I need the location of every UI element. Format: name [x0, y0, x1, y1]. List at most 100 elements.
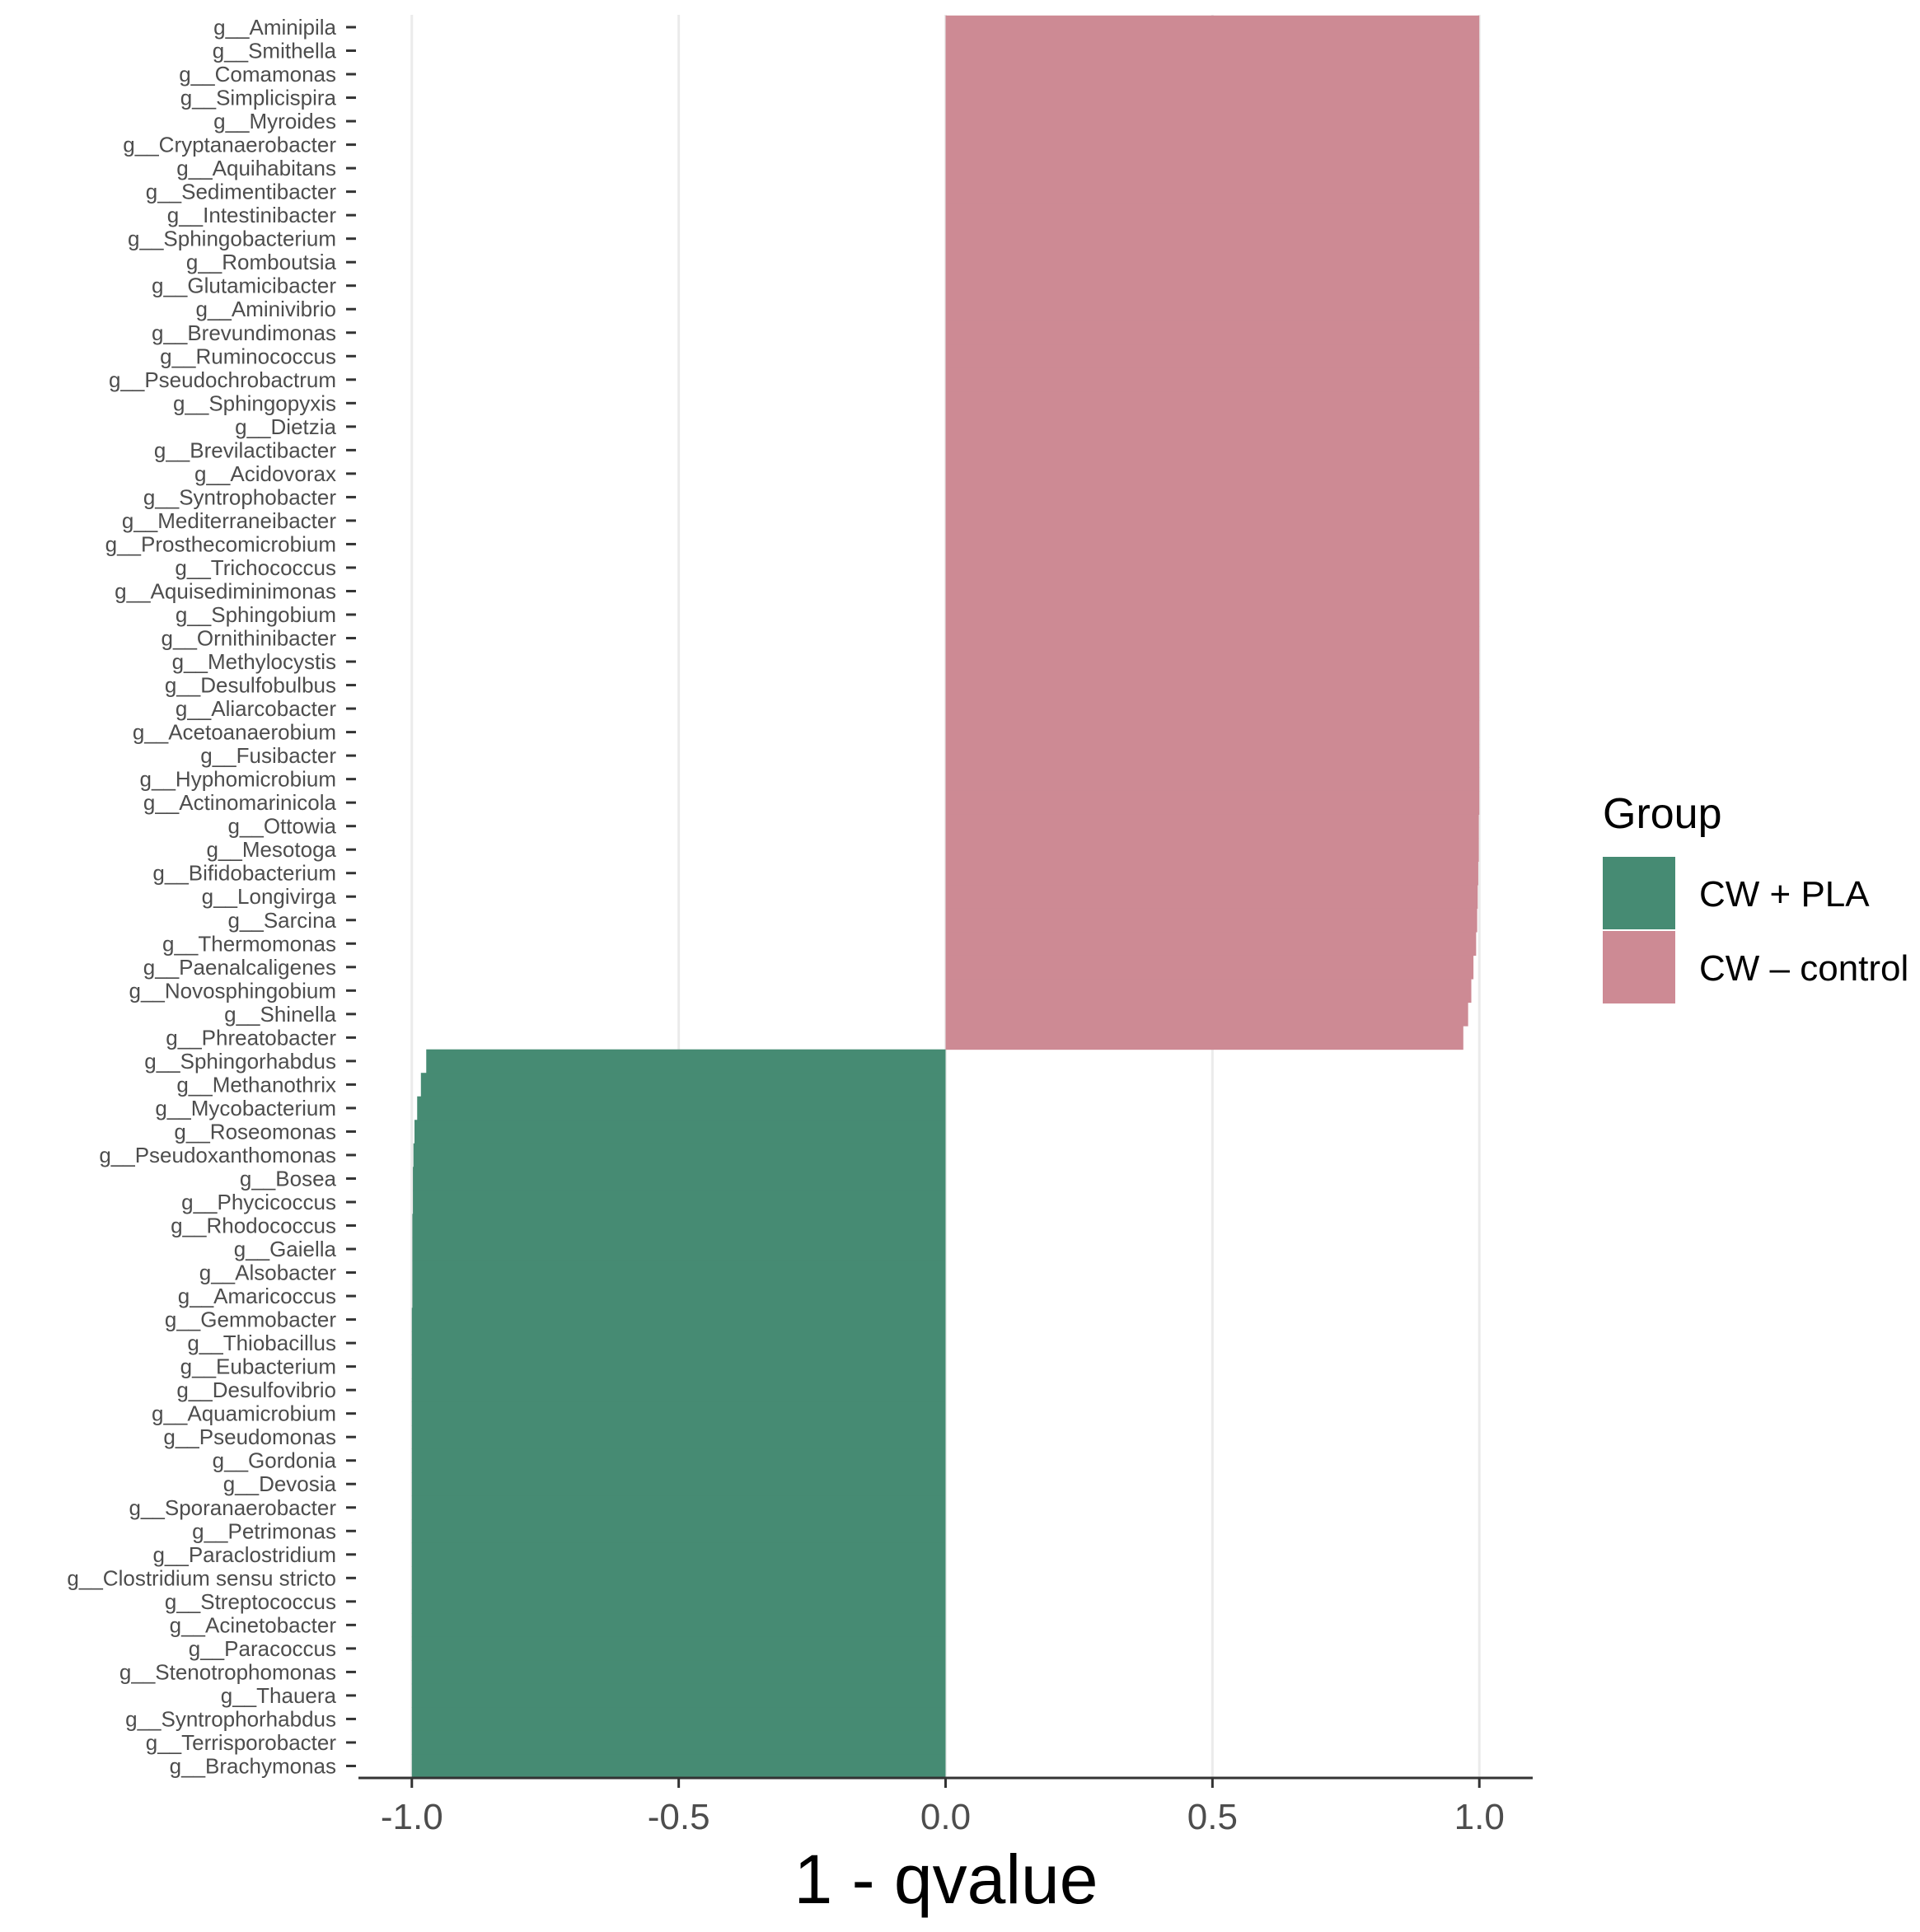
bar-g-thauera [411, 1683, 946, 1708]
bar-g-aminipila [945, 15, 1480, 40]
y-tick-label: g__Mediterraneibacter [122, 508, 336, 533]
y-tick-label: g__Amaricoccus [178, 1284, 336, 1308]
legend-swatch-cw-control [1603, 931, 1675, 1003]
y-tick-label: g__Aquihabitans [176, 156, 336, 180]
y-tick-label: g__Thiobacillus [187, 1331, 336, 1355]
bar-g-dietzia [945, 414, 1480, 439]
bar-g-acetoanaerobium [945, 720, 1480, 745]
y-tick-label: g__Aminipila [213, 15, 336, 40]
y-tick-label: g__Petrimonas [192, 1518, 336, 1543]
y-tick-label: g__Thauera [221, 1683, 337, 1708]
bar-g-bosea [413, 1167, 946, 1191]
y-tick-label: g__Comamonas [179, 62, 336, 87]
y-tick-label: g__Acinetobacter [170, 1612, 337, 1637]
bar-g-phycicoccus [413, 1190, 946, 1214]
bar-g-actinomarinicola [945, 790, 1480, 815]
bar-g-mycobacterium [417, 1096, 946, 1120]
legend: Group CW + PLA CW – control [1603, 790, 1908, 1003]
bar-g-rhodococcus [412, 1214, 946, 1238]
bar-g-novosphingobium [945, 979, 1472, 1003]
bar-g-aquihabitans [945, 156, 1480, 180]
y-tick-label: g__Aquamicrobium [152, 1401, 336, 1426]
y-tick-label: g__Bifidobacterium [152, 861, 336, 886]
bar-g-ornithinibacter [945, 626, 1480, 651]
y-tick-label: g__Pseudoxanthomonas [99, 1143, 336, 1167]
y-tick-label: g__Roseomonas [174, 1119, 336, 1144]
bar-g-streptococcus [411, 1589, 946, 1614]
x-tick-label: 0.0 [920, 1797, 971, 1837]
y-tick-label: g__Eubacterium [180, 1354, 336, 1379]
bar-g-eubacterium [411, 1354, 946, 1379]
bar-g-aliarcobacter [945, 696, 1480, 721]
bar-g-thiobacillus [411, 1331, 946, 1355]
y-tick-label: g__Actinomarinicola [143, 790, 337, 815]
y-tick-label: g__Aquisediminimonas [115, 578, 336, 603]
bar-g-sporanaerobacter [411, 1495, 946, 1520]
bar-g-gemmobacter [411, 1307, 946, 1332]
bar-g-ruminococcus [945, 344, 1480, 369]
bar-g-devosia [411, 1472, 946, 1497]
y-tick-label: g__Stenotrophomonas [119, 1659, 336, 1684]
bar-g-aquamicrobium [411, 1401, 946, 1426]
y-tick-label: g__Sphingopyxis [173, 391, 336, 415]
y-tick-label: g__Gordonia [213, 1448, 337, 1473]
bar-g-romboutsia [945, 250, 1480, 274]
x-axis-title: 1 - qvalue [794, 1841, 1098, 1918]
bar-g-pseudomonas [411, 1425, 946, 1449]
bar-g-paraclostridium [411, 1542, 946, 1567]
bar-g-cryptanaerobacter [945, 133, 1480, 157]
y-tick-label: g__Hyphomicrobium [140, 767, 336, 792]
y-tick-label: g__Paenalcaligenes [143, 955, 336, 980]
y-tick-label: g__Ornithinibacter [162, 626, 337, 651]
y-tick-label: g__Glutamicibacter [152, 274, 336, 298]
bar-layer [411, 15, 1480, 1779]
bar-g-terrisporobacter [411, 1730, 946, 1755]
bar-g-myroides [945, 109, 1480, 133]
bar-g-pseudoxanthomonas [413, 1143, 946, 1167]
y-tick-label: g__Methanothrix [176, 1072, 336, 1097]
bar-g-glutamicibacter [945, 274, 1480, 298]
legend-label-cw-control: CW – control [1699, 948, 1908, 989]
bar-g-syntrophobacter [945, 485, 1480, 510]
bar-g-shinella [945, 1002, 1468, 1027]
y-tick-label: g__Gemmobacter [165, 1307, 336, 1332]
y-tick-label: g__Sphingorhabdus [144, 1049, 336, 1074]
y-tick-label: g__Fusibacter [200, 743, 336, 768]
bar-g-amaricoccus [412, 1284, 946, 1308]
bar-g-aminivibrio [945, 297, 1480, 322]
y-tick-label: g__Mesotoga [206, 837, 336, 862]
y-tick-label: g__Mycobacterium [155, 1096, 336, 1120]
bar-g-trichococcus [945, 555, 1480, 580]
y-tick-label: g__Desulfobulbus [165, 673, 336, 698]
y-tick-label: g__Myroides [213, 109, 336, 133]
y-tick-label: g__Bosea [240, 1166, 337, 1191]
y-tick-label: g__Paracoccus [189, 1636, 336, 1661]
bar-g-prosthecomicrobium [945, 532, 1480, 557]
bar-g-sedimentibacter [945, 180, 1480, 204]
y-tick-label: g__Aminivibrio [195, 297, 336, 321]
bar-g-acinetobacter [411, 1613, 946, 1638]
y-tick-label: g__Intestinibacter [167, 203, 337, 227]
bar-g-pseudochrobactrum [945, 367, 1480, 392]
bar-g-methanothrix [420, 1073, 946, 1097]
bar-g-stenotrophomonas [411, 1660, 946, 1685]
y-tick-label: g__Dietzia [235, 414, 336, 439]
y-tick-label: g__Trichococcus [175, 555, 336, 580]
bar-g-acidovorax [945, 461, 1480, 486]
bar-g-gaiella [412, 1237, 946, 1261]
bar-g-paracoccus [411, 1636, 946, 1661]
y-tick-label: g__Gaiella [234, 1237, 337, 1261]
bar-g-brachymonas [411, 1754, 946, 1779]
bar-g-roseomonas [414, 1120, 946, 1144]
y-tick-label: g__Acidovorax [194, 461, 336, 486]
legend-swatch-cw-pla [1603, 857, 1675, 929]
y-tick-label: g__Thermomonas [162, 931, 336, 956]
x-tick-label: -1.0 [381, 1797, 443, 1837]
y-tick-label: g__Prosthecomicrobium [105, 531, 336, 556]
bar-g-smithella [945, 39, 1480, 63]
y-tick-label: g__Sarcina [227, 908, 336, 933]
bar-g-comamonas [945, 62, 1480, 87]
x-tick-label: -0.5 [648, 1797, 710, 1837]
bar-g-sphingopyxis [945, 391, 1480, 416]
y-tick-label: g__Rhodococcus [171, 1214, 336, 1238]
